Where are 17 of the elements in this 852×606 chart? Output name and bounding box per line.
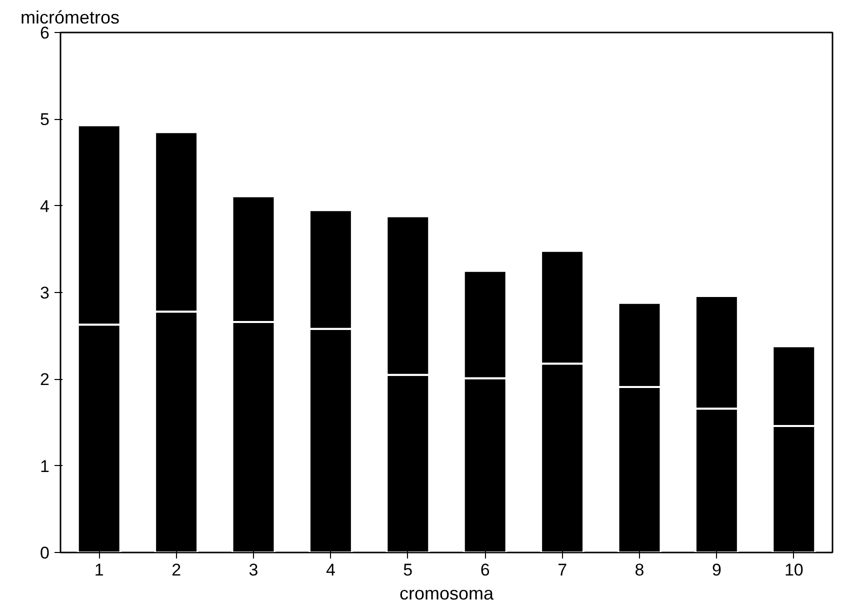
y-tick-label: 0 (40, 544, 50, 562)
x-tick-label: 7 (558, 560, 568, 580)
x-tick-label: 3 (248, 560, 258, 580)
x-tick-label: 8 (634, 560, 644, 580)
x-tick-label: 10 (784, 560, 804, 580)
y-tick-label: 1 (40, 456, 50, 476)
x-axis-title: cromosoma (399, 584, 494, 604)
x-tick-label: 6 (480, 560, 490, 580)
x-tick-label: 2 (172, 560, 182, 580)
y-tick-label: 5 (40, 110, 50, 130)
x-tick-label: 9 (712, 560, 722, 580)
y-tick-label: 3 (40, 284, 50, 302)
x-tick-label: 5 (403, 560, 413, 580)
x-tick-label: 1 (94, 560, 104, 580)
y-tick-label: 2 (40, 370, 50, 390)
y-tick-label: 4 (40, 196, 50, 216)
x-tick-label: 4 (326, 560, 336, 580)
